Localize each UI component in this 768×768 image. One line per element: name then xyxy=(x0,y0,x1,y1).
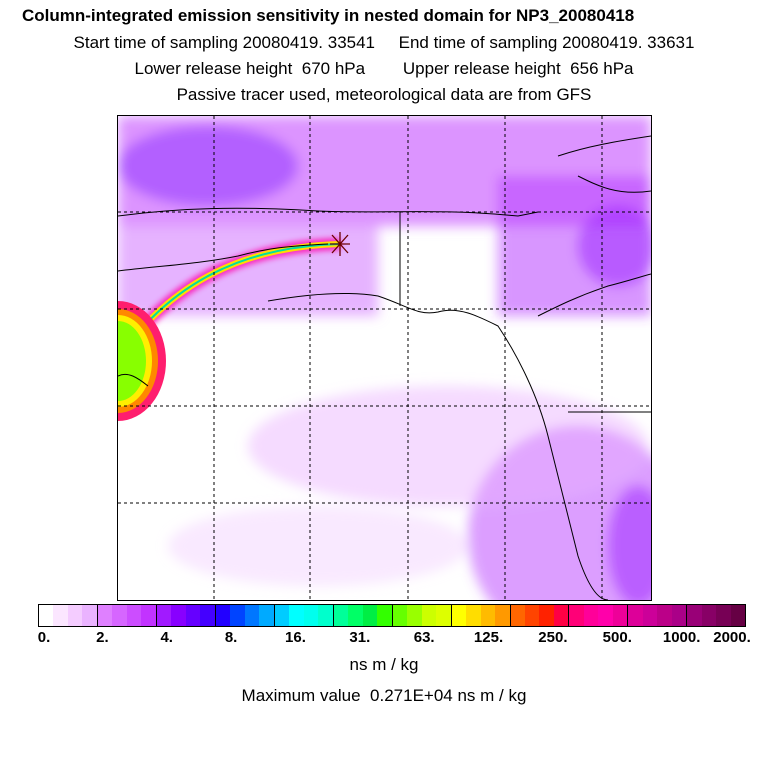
colorbar-segment xyxy=(524,605,540,626)
colorbar-segment xyxy=(274,605,290,626)
colorbar-segment xyxy=(466,605,481,626)
colorbar-segment xyxy=(289,605,304,626)
colorbar-segment xyxy=(215,605,231,626)
sensitivity-map xyxy=(117,115,652,601)
colorbar-segment xyxy=(436,605,452,626)
colorbar-segment xyxy=(701,605,717,626)
colorbar-segment xyxy=(112,605,127,626)
colorbar-segment xyxy=(67,605,83,626)
colorbar-tick-label: 63. xyxy=(413,629,435,646)
colorbar xyxy=(38,604,746,627)
colorbar-segment xyxy=(421,605,437,626)
colorbar-segment xyxy=(377,605,393,626)
colorbar-segment xyxy=(612,605,629,626)
colorbar-tick-label: 500. xyxy=(602,629,632,646)
colorbar-tick-label: 4. xyxy=(160,629,173,646)
colorbar-tick-label: 2. xyxy=(96,629,109,646)
colorbar-segment xyxy=(318,605,334,626)
colorbar-tick-label: 0. xyxy=(37,629,51,646)
colorbar-segment xyxy=(730,605,746,626)
colorbar-segment xyxy=(657,605,672,626)
colorbar-segment xyxy=(598,605,613,626)
colorbar-segment xyxy=(480,605,496,626)
colorbar-segment xyxy=(348,605,363,626)
maximum-value-label: Maximum value 0.271E+04 ns m / kg xyxy=(241,686,527,705)
colorbar-segment xyxy=(244,605,260,626)
colorbar-segment xyxy=(495,605,511,626)
graticule xyxy=(118,116,651,600)
colorbar-segment xyxy=(510,605,525,626)
colorbar-tick-label: 2000. xyxy=(713,629,751,646)
colorbar-segment xyxy=(687,605,702,626)
colorbar-segment xyxy=(451,605,467,626)
colorbar-tick-label: 1000. xyxy=(662,629,701,646)
colorbar-segment xyxy=(82,605,98,626)
colorbar-segment xyxy=(97,605,113,626)
tracer-info-line: Passive tracer used, meteorological data… xyxy=(176,85,592,104)
colorbar-segment xyxy=(39,605,54,626)
colorbar-segment xyxy=(583,605,599,626)
colorbar-tick-label: 8. xyxy=(224,629,238,646)
high-sensitivity-blob xyxy=(118,301,166,421)
colorbar-segment xyxy=(671,605,688,626)
map-canvas xyxy=(118,116,651,600)
colorbar-segment xyxy=(569,605,584,626)
colorbar-segment xyxy=(171,605,186,626)
colorbar-segment xyxy=(407,605,422,626)
colorbar-segment xyxy=(392,605,408,626)
colorbar-ticks: 0. 2. 4. 8. 16. 31. 63. 125. 250. 500. 1000. 2000. xyxy=(0,629,768,649)
colorbar-segment xyxy=(333,605,349,626)
release-height-line: Lower release height 670 hPa Upper relea… xyxy=(134,59,634,78)
colorbar-segment xyxy=(53,605,68,626)
colorbar-segment xyxy=(126,605,142,626)
colorbar-tick-label: 250. xyxy=(538,629,568,646)
colorbar-tick-label: 16. xyxy=(285,629,306,646)
colorbar-segment xyxy=(156,605,172,626)
sampling-time-line: Start time of sampling 20080419. 33541 E… xyxy=(73,33,695,52)
colorbar-segment xyxy=(185,605,201,626)
colorbar-segment xyxy=(303,605,319,626)
colorbar-units: ns m / kg xyxy=(349,655,419,674)
colorbar-segment xyxy=(362,605,378,626)
colorbar-segment xyxy=(553,605,570,626)
colorbar-tick-label: 31. xyxy=(349,629,371,646)
colorbar-tick-label: 125. xyxy=(473,629,504,646)
colorbar-segment xyxy=(642,605,658,626)
colorbar-segment xyxy=(539,605,554,626)
colorbar-segment xyxy=(628,605,643,626)
colorbar-segment xyxy=(230,605,245,626)
colorbar-segment xyxy=(141,605,157,626)
plot-title: Column-integrated emission sensitivity i… xyxy=(22,6,635,25)
colorbar-segment xyxy=(200,605,216,626)
colorbar-segment xyxy=(259,605,275,626)
colorbar-segment xyxy=(716,605,731,626)
receptor-asterisk-icon xyxy=(330,232,350,256)
